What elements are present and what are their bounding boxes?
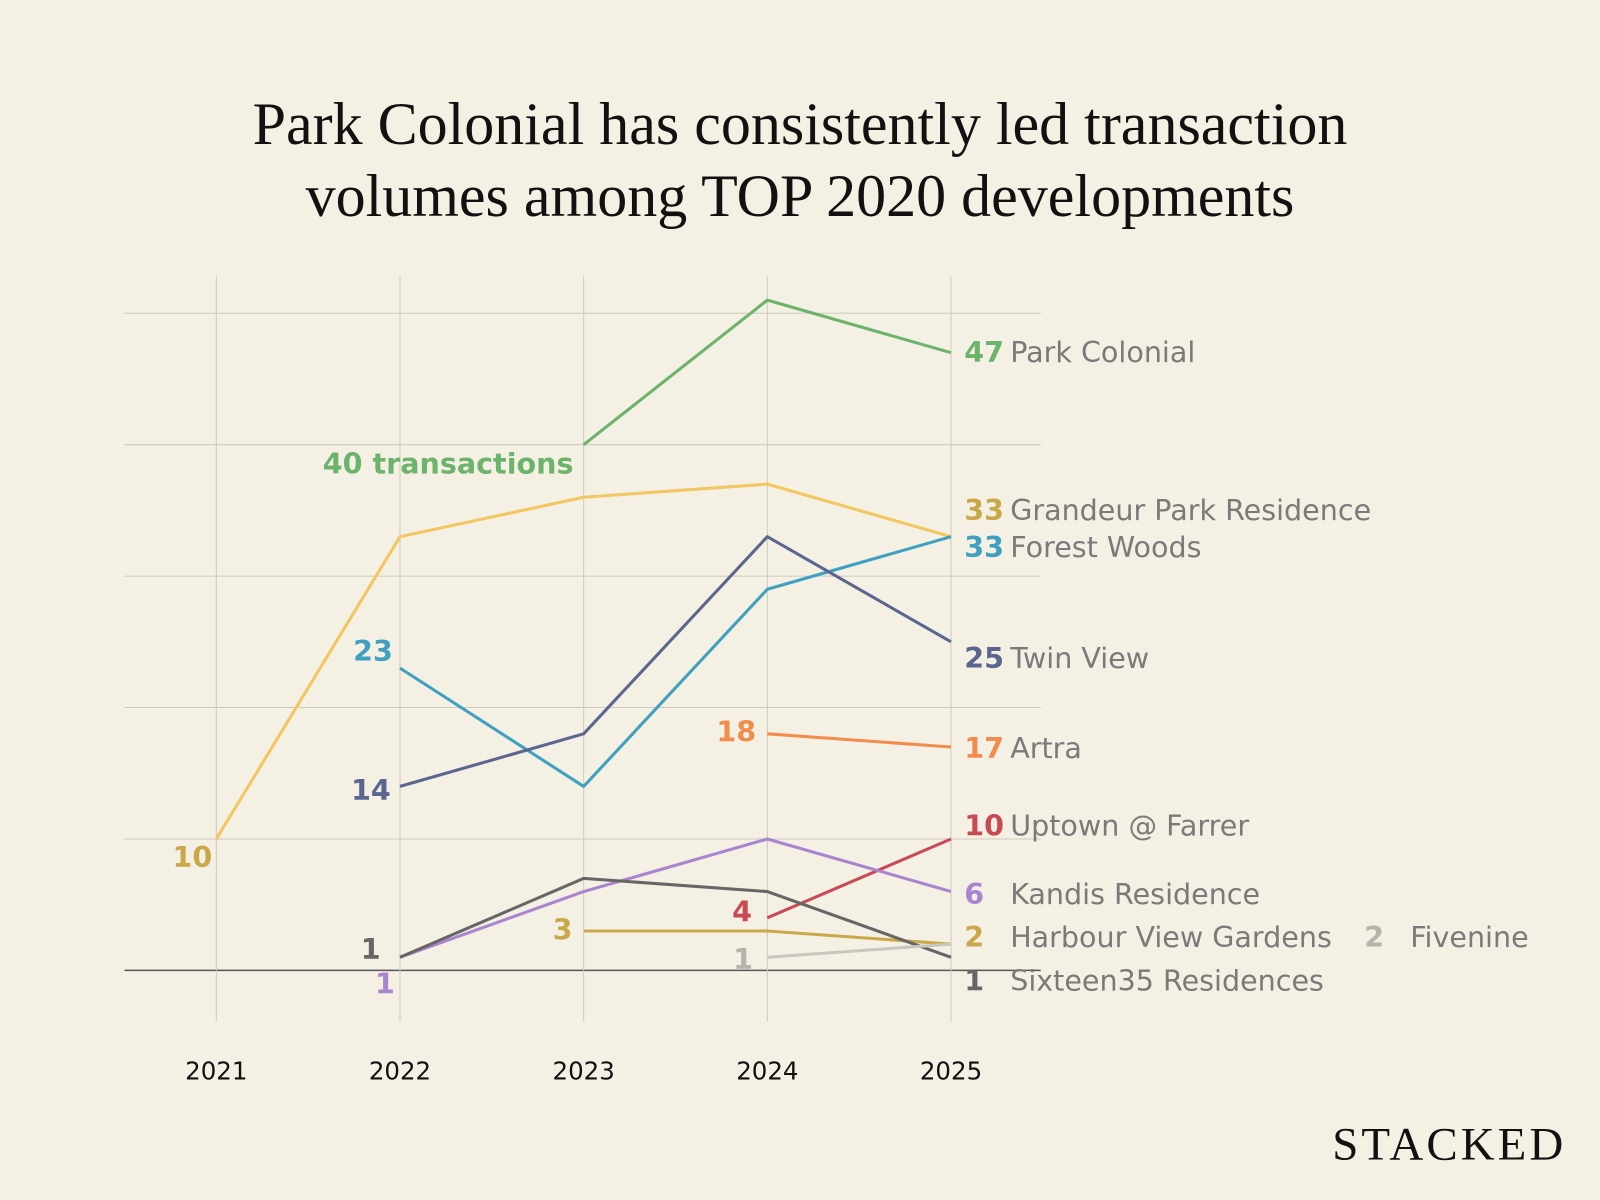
value-label: 1	[964, 964, 984, 998]
value-label: 10	[172, 840, 212, 874]
series-name: Artra	[1010, 731, 1082, 765]
series-line	[582, 298, 952, 446]
value-label: 40 transactions	[323, 446, 574, 480]
value-label: 47	[964, 335, 1004, 369]
value-label: 10	[964, 809, 1004, 843]
value-label: 2	[964, 920, 984, 954]
value-label: 2	[1364, 920, 1384, 954]
value-label: 33	[964, 493, 1004, 527]
value-label: 6	[964, 877, 984, 911]
value-label: 1	[733, 942, 753, 976]
x-tick-label: 2021	[185, 1056, 247, 1085]
series-line	[767, 942, 952, 959]
series-line	[767, 732, 952, 749]
value-label: 23	[353, 634, 393, 668]
series-name: Forest Woods	[1010, 530, 1201, 564]
value-label: 14	[351, 773, 391, 807]
series-name: Park Colonial	[1010, 335, 1195, 369]
series-name: Fivenine	[1410, 920, 1528, 954]
series-name: Twin View	[1009, 641, 1149, 675]
series-line	[399, 876, 952, 959]
value-label: 3	[553, 913, 573, 947]
chart-title: Park Colonial has consistently led trans…	[252, 91, 1348, 229]
series-line	[583, 929, 952, 946]
series-line	[766, 837, 952, 920]
value-label: 25	[964, 641, 1004, 675]
value-label: 33	[964, 530, 1004, 564]
series-name: Uptown @ Farrer	[1010, 809, 1249, 843]
x-tick-label: 2023	[553, 1056, 615, 1085]
series-name: Grandeur Park Residence	[1010, 493, 1371, 527]
watermark: STACKED	[1332, 1119, 1566, 1171]
x-tick-label: 2024	[736, 1056, 798, 1085]
plot: 2021 2022 2023 2024 2025 40 transactions 47 Par…	[124, 276, 1566, 1171]
value-label: 1	[361, 932, 381, 966]
series-line	[399, 535, 952, 788]
series-name: Kandis Residence	[1010, 877, 1260, 911]
series-line	[399, 837, 952, 959]
value-label: 1	[375, 967, 395, 1001]
series-name: Harbour View Gardens	[1010, 920, 1332, 954]
series-line	[215, 482, 952, 840]
value-label: 18	[716, 715, 756, 749]
value-label: 4	[732, 894, 752, 928]
x-tick-label: 2022	[369, 1056, 431, 1085]
series-line	[399, 535, 952, 788]
series-name: Sixteen35 Residences	[1010, 964, 1324, 998]
value-label: 17	[964, 731, 1004, 765]
x-tick-label: 2025	[920, 1056, 982, 1085]
